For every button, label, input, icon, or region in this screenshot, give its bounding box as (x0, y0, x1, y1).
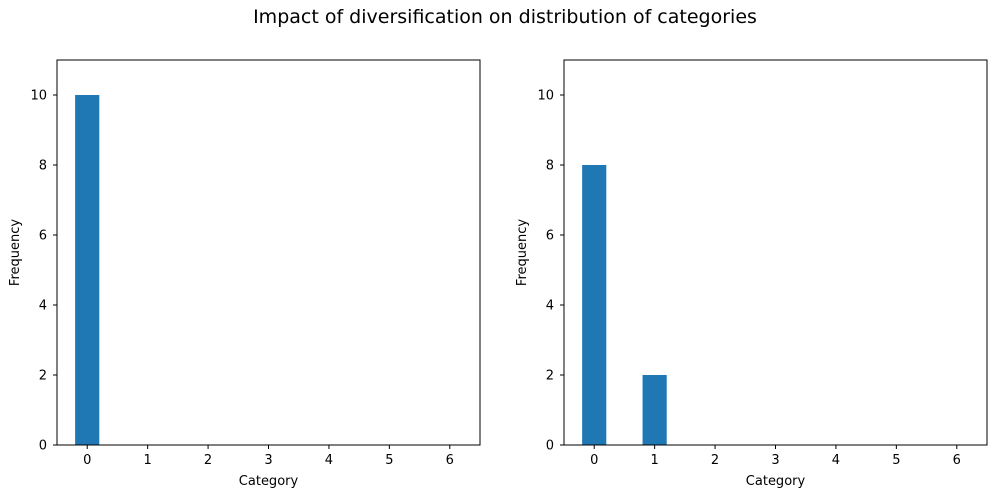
bar-category-0 (75, 95, 100, 445)
y-tick-label: 0 (546, 439, 554, 454)
x-tick-label: 3 (264, 453, 272, 468)
x-tick-label: 0 (590, 453, 598, 468)
y-tick-label: 4 (546, 299, 554, 314)
x-tick-label: 1 (144, 453, 152, 468)
bar-category-0 (582, 165, 607, 445)
figure-title: Impact of diversification on distributio… (253, 6, 757, 28)
y-tick-label: 8 (546, 159, 554, 174)
x-axis-label: Category (746, 474, 806, 489)
x-tick-label: 5 (892, 453, 900, 468)
chart-panel-1: 0 1 2 3 4 5 6 0 2 4 6 8 10 Category Frequency (8, 59, 481, 489)
y-tick-label: 10 (30, 89, 47, 104)
x-tick-label: 2 (711, 453, 719, 468)
x-axis-label: Category (239, 474, 299, 489)
y-tick-label: 2 (546, 369, 554, 384)
x-tick-label: 5 (385, 453, 393, 468)
y-tick-label: 6 (39, 229, 47, 244)
y-tick-label: 6 (546, 229, 554, 244)
plot-frame (563, 59, 988, 446)
x-tick-label: 2 (204, 453, 212, 468)
y-tick-label: 0 (39, 439, 47, 454)
chart-panel-2: 0 1 2 3 4 5 6 0 2 4 6 8 10 Category Frequency (515, 59, 988, 489)
y-axis-label: Frequency (8, 219, 23, 286)
x-tick-label: 0 (83, 453, 91, 468)
bar-category-1 (642, 375, 667, 445)
x-tick-label: 4 (325, 453, 333, 468)
y-axis-label: Frequency (515, 219, 530, 286)
x-tick-label: 6 (446, 453, 454, 468)
x-tick-label: 1 (651, 453, 659, 468)
x-tick-label: 3 (771, 453, 779, 468)
y-tick-label: 8 (39, 159, 47, 174)
plot-frame (56, 59, 481, 446)
x-tick-label: 6 (953, 453, 961, 468)
y-tick-label: 10 (537, 89, 554, 104)
x-tick-label: 4 (832, 453, 840, 468)
y-tick-label: 2 (39, 369, 47, 384)
y-tick-label: 4 (39, 299, 47, 314)
